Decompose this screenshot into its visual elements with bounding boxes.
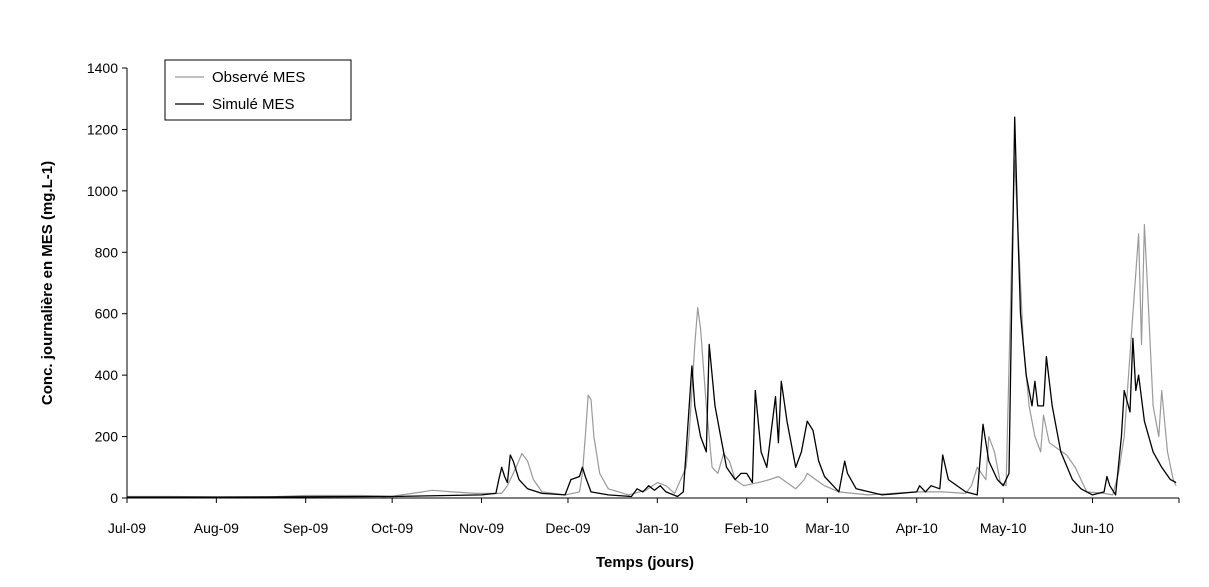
y-ticks: 0 200 400 600 800 1000 1200 1400	[87, 60, 127, 506]
legend: Observé MES Simulé MES	[164, 59, 352, 121]
x-tick-label: Sep-09	[283, 520, 328, 536]
y-tick-label: 800	[95, 244, 119, 260]
y-tick-label: 600	[95, 306, 119, 322]
x-ticks: Jul-09 Aug-09 Sep-09 Oct-09 Nov-09 Dec-09 Jan-…	[108, 498, 1180, 536]
x-tick-label: Jul-09	[108, 520, 146, 536]
x-tick-label: Mar-10	[805, 520, 850, 536]
y-tick-label: 1200	[87, 121, 118, 137]
legend-box	[164, 59, 352, 121]
x-tick-label: Nov-09	[459, 520, 504, 536]
axes	[126, 68, 1179, 499]
y-tick-label: 1000	[87, 183, 118, 199]
series-line-simule	[127, 116, 1177, 498]
x-axis-title: Temps (jours)	[596, 554, 694, 571]
x-tick-label: Feb-10	[724, 520, 769, 536]
legend-label-observe: Observé MES	[212, 69, 305, 86]
plot-lines	[127, 116, 1177, 498]
x-tick-label: Jan-10	[636, 520, 679, 536]
y-tick-label: 0	[110, 490, 118, 506]
legend-label-simule: Simulé MES	[212, 96, 295, 113]
y-tick-label: 400	[95, 367, 119, 383]
series-line-observe	[127, 159, 1177, 498]
x-tick-label: May-10	[980, 520, 1027, 536]
y-tick-label: 200	[95, 429, 119, 445]
x-tick-label: Oct-09	[371, 520, 413, 536]
y-axis-title: Conc. journalière en MES (mg.L-1)	[39, 161, 56, 405]
x-tick-label: Dec-09	[545, 520, 590, 536]
x-tick-label: Apr-10	[896, 520, 938, 536]
x-tick-label: Aug-09	[194, 520, 239, 536]
y-tick-label: 1400	[87, 60, 118, 76]
x-tick-label: Jun-10	[1071, 520, 1114, 536]
